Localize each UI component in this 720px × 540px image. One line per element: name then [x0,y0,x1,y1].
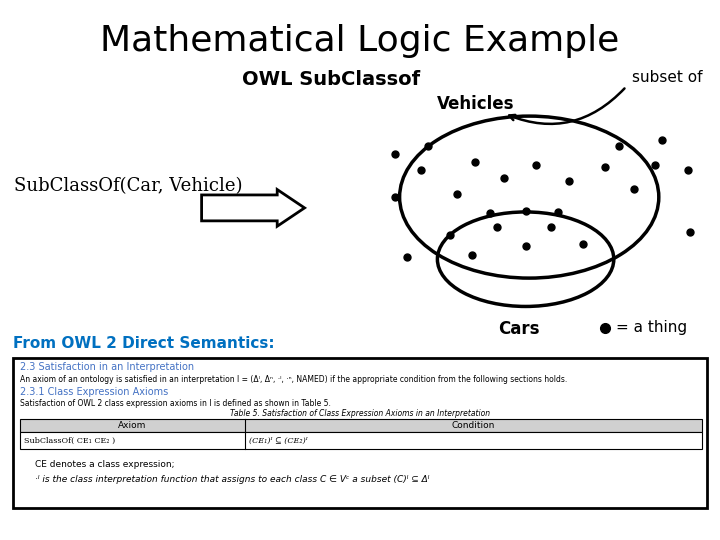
Text: Vehicles: Vehicles [436,96,514,113]
Bar [20,418,702,432]
Text: Axiom: Axiom [118,421,147,430]
Bar [20,432,702,449]
Text: CE denotes a class expression;: CE denotes a class expression; [35,460,174,469]
Text: (CE₁)ᴵ ⊆ (CE₂)ᴵ: (CE₁)ᴵ ⊆ (CE₂)ᴵ [249,437,307,444]
Text: Condition: Condition [451,421,495,430]
Text: SubClassOf(Car, Vehicle): SubClassOf(Car, Vehicle) [14,177,243,195]
Text: Mathematical Logic Example: Mathematical Logic Example [100,24,620,58]
Polygon shape [202,190,305,226]
Text: An axiom of an ontology is satisfied in an interpretation I = (Δᴵ, Δⁿ, ·ᴵ, ·ⁿ, N: An axiom of an ontology is satisfied in … [20,375,567,384]
Text: From OWL 2 Direct Semantics:: From OWL 2 Direct Semantics: [13,336,274,352]
Text: subset of: subset of [631,70,702,85]
Text: 2.3 Satisfaction in an Interpretation: 2.3 Satisfaction in an Interpretation [20,362,194,372]
Text: Table 5. Satisfaction of Class Expression Axioms in an Interpretation: Table 5. Satisfaction of Class Expressio… [230,409,490,418]
Text: Satisfaction of OWL 2 class expression axioms in I is defined as shown in Table : Satisfaction of OWL 2 class expression a… [20,399,331,408]
Text: OWL SubClassof: OWL SubClassof [242,70,420,89]
Text: = a thing: = a thing [616,320,687,335]
Text: Cars: Cars [498,320,539,338]
Text: SubClassOf( CE₁ CE₂ ): SubClassOf( CE₁ CE₂ ) [24,437,115,444]
Bar [13,358,707,508]
Text: ·ᴵ is the class interpretation function that assigns to each class C ∈ Vᶜ a subs: ·ᴵ is the class interpretation function … [35,475,429,484]
Text: 2.3.1 Class Expression Axioms: 2.3.1 Class Expression Axioms [20,387,168,397]
